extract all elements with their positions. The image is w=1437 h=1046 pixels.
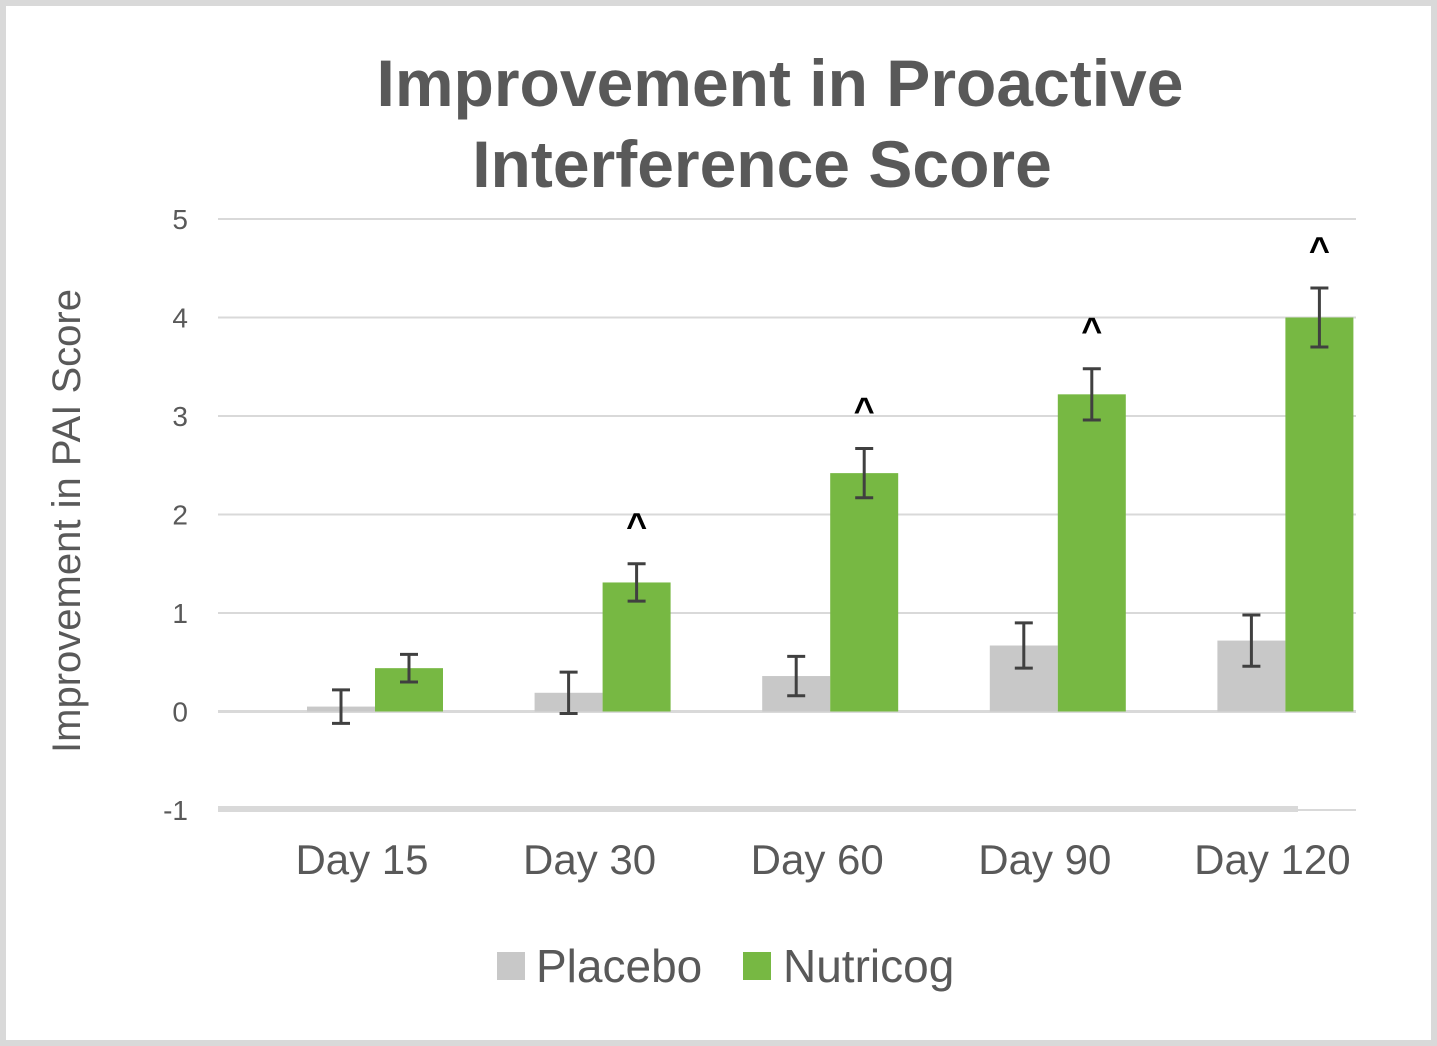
y-tick-label: ‑1 [163, 795, 188, 826]
legend-item-nutricog: Nutricog [743, 940, 954, 992]
legend-label-placebo: Placebo [536, 940, 702, 992]
legend: Placebo Nutricog [497, 940, 954, 992]
x-tick-label: Day 15 [295, 836, 428, 883]
x-tick-label: Day 90 [978, 836, 1111, 883]
x-tick-label: Day 60 [751, 836, 884, 883]
error-bar-placebo-3 [1014, 621, 1033, 670]
significance-marker: ^ [626, 505, 647, 546]
error-bar-nutricog-2 [855, 447, 874, 500]
chart-title-line-1: Improvement in Proactive [377, 46, 1184, 120]
error-bar-nutricog-3 [1082, 367, 1101, 422]
legend-item-placebo: Placebo [497, 940, 702, 992]
bar-nutricog-2 [830, 473, 899, 712]
error-bar-nutricog-1 [627, 562, 646, 603]
error-bar-placebo-2 [787, 654, 806, 698]
bottom-axis-band [218, 806, 1298, 812]
gridlines [218, 218, 1356, 812]
bar-nutricog-4 [1285, 317, 1354, 712]
y-tick-label: 0 [172, 697, 188, 728]
x-tick-label: Day 120 [1194, 836, 1350, 883]
significance-marker: ^ [1309, 229, 1330, 270]
y-tick-label: 3 [172, 401, 188, 432]
error-bar-nutricog-4 [1310, 286, 1329, 349]
y-tick-label: 1 [172, 598, 188, 629]
error-bars [332, 286, 1329, 725]
legend-swatch-nutricog [743, 952, 771, 980]
error-bar-placebo-4 [1242, 613, 1261, 668]
error-bar-placebo-1 [559, 670, 578, 715]
y-axis-label: Improvement in PAI Score [45, 289, 89, 753]
y-tick-label: 2 [172, 500, 188, 531]
significance-marker: ^ [854, 390, 875, 431]
error-bar-nutricog-0 [400, 652, 418, 684]
x-axis-ticks: Day 15 Day 30 Day 60 Day 90 Day 120 [295, 836, 1350, 883]
error-bar-placebo-0 [332, 688, 350, 725]
bar-nutricog-1 [602, 582, 671, 712]
y-tick-label: 5 [172, 204, 188, 235]
chart-title-line-2: Interference Score [472, 127, 1052, 201]
legend-label-nutricog: Nutricog [783, 940, 954, 992]
significance-markers: ^ ^ ^ ^ [626, 229, 1330, 546]
significance-marker: ^ [1081, 310, 1102, 351]
bar-nutricog-3 [1057, 394, 1126, 712]
y-axis-ticks: ‑1 0 1 2 3 4 5 [163, 204, 188, 826]
legend-swatch-placebo [497, 952, 525, 980]
y-tick-label: 4 [172, 303, 188, 334]
x-tick-label: Day 30 [523, 836, 656, 883]
